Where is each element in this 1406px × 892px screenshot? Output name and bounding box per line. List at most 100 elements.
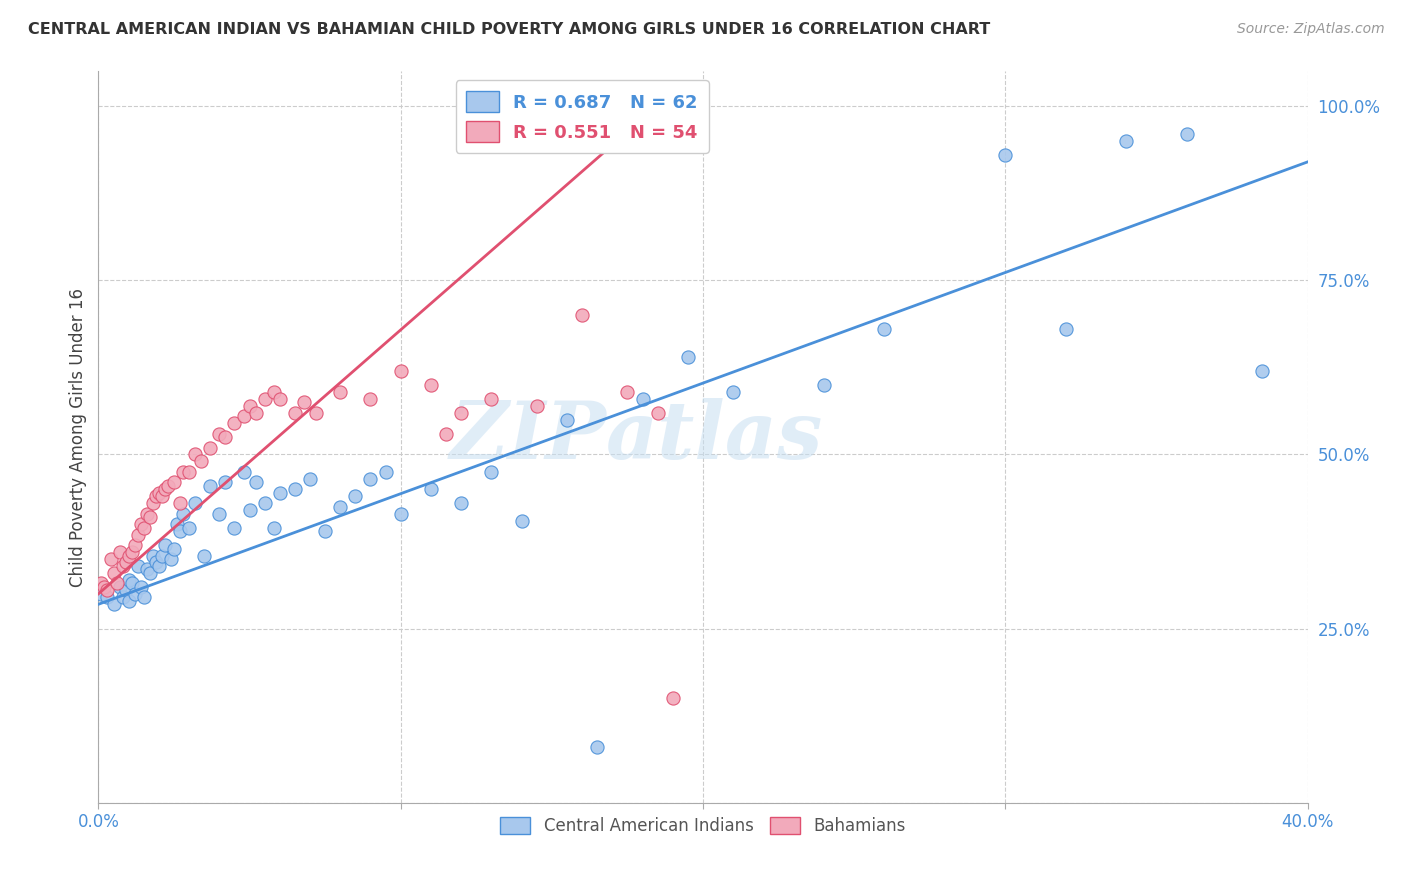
Point xyxy=(127,527,149,541)
Point xyxy=(224,416,246,430)
Point xyxy=(232,465,254,479)
Point xyxy=(153,483,176,497)
Point xyxy=(153,538,176,552)
Point xyxy=(193,549,215,563)
Point xyxy=(172,465,194,479)
Point xyxy=(647,406,669,420)
Point xyxy=(108,580,131,594)
Point xyxy=(127,558,149,573)
Point xyxy=(190,454,212,468)
Point xyxy=(200,479,222,493)
Point xyxy=(114,583,136,598)
Point xyxy=(103,597,125,611)
Point xyxy=(360,392,382,406)
Point xyxy=(269,392,291,406)
Point xyxy=(200,441,222,455)
Point xyxy=(481,392,503,406)
Point xyxy=(135,507,157,521)
Point xyxy=(723,384,745,399)
Point xyxy=(166,517,188,532)
Point xyxy=(450,406,472,420)
Point xyxy=(208,426,231,441)
Point xyxy=(90,576,112,591)
Point xyxy=(114,556,136,570)
Point xyxy=(526,399,548,413)
Point xyxy=(232,409,254,424)
Point xyxy=(360,472,382,486)
Point xyxy=(150,489,173,503)
Point xyxy=(129,580,152,594)
Point xyxy=(179,521,201,535)
Point xyxy=(245,475,267,490)
Point xyxy=(329,500,352,514)
Text: CENTRAL AMERICAN INDIAN VS BAHAMIAN CHILD POVERTY AMONG GIRLS UNDER 16 CORRELATI: CENTRAL AMERICAN INDIAN VS BAHAMIAN CHIL… xyxy=(28,22,990,37)
Point xyxy=(292,395,315,409)
Point xyxy=(329,384,352,399)
Point xyxy=(263,521,285,535)
Point xyxy=(224,521,246,535)
Point xyxy=(481,465,503,479)
Point xyxy=(145,489,167,503)
Point xyxy=(314,524,336,538)
Point xyxy=(160,552,183,566)
Point xyxy=(108,545,131,559)
Point xyxy=(253,392,276,406)
Point xyxy=(420,377,443,392)
Point xyxy=(994,148,1017,162)
Point xyxy=(139,510,162,524)
Point xyxy=(150,549,173,563)
Text: ZIP: ZIP xyxy=(450,399,606,475)
Point xyxy=(93,580,115,594)
Point xyxy=(135,562,157,576)
Point xyxy=(253,496,276,510)
Point xyxy=(374,465,396,479)
Point xyxy=(245,406,267,420)
Point xyxy=(163,475,186,490)
Point xyxy=(148,485,170,500)
Point xyxy=(1175,127,1198,141)
Point xyxy=(631,392,654,406)
Point xyxy=(163,541,186,556)
Point xyxy=(510,514,533,528)
Point xyxy=(1115,134,1137,148)
Text: Source: ZipAtlas.com: Source: ZipAtlas.com xyxy=(1237,22,1385,37)
Point xyxy=(434,426,457,441)
Point xyxy=(1251,364,1274,378)
Point xyxy=(284,483,307,497)
Point xyxy=(142,549,165,563)
Point xyxy=(389,364,412,378)
Point xyxy=(145,556,167,570)
Point xyxy=(873,322,896,336)
Point xyxy=(184,496,207,510)
Point xyxy=(105,576,128,591)
Point xyxy=(214,430,236,444)
Point xyxy=(208,507,231,521)
Point xyxy=(214,475,236,490)
Point xyxy=(90,587,112,601)
Point xyxy=(111,558,134,573)
Point xyxy=(121,545,143,559)
Point xyxy=(299,472,322,486)
Point xyxy=(420,483,443,497)
Point xyxy=(676,350,699,364)
Point xyxy=(96,591,118,605)
Text: atlas: atlas xyxy=(606,399,824,475)
Point xyxy=(172,507,194,521)
Point xyxy=(305,406,328,420)
Point xyxy=(111,591,134,605)
Point xyxy=(124,538,146,552)
Y-axis label: Child Poverty Among Girls Under 16: Child Poverty Among Girls Under 16 xyxy=(69,287,87,587)
Point xyxy=(555,412,578,426)
Point xyxy=(118,573,141,587)
Point xyxy=(100,552,122,566)
Point xyxy=(813,377,835,392)
Point xyxy=(118,549,141,563)
Point xyxy=(169,524,191,538)
Point xyxy=(103,566,125,580)
Point xyxy=(661,691,683,706)
Point xyxy=(184,448,207,462)
Point xyxy=(132,591,155,605)
Point xyxy=(1054,322,1077,336)
Point xyxy=(239,503,262,517)
Point xyxy=(96,583,118,598)
